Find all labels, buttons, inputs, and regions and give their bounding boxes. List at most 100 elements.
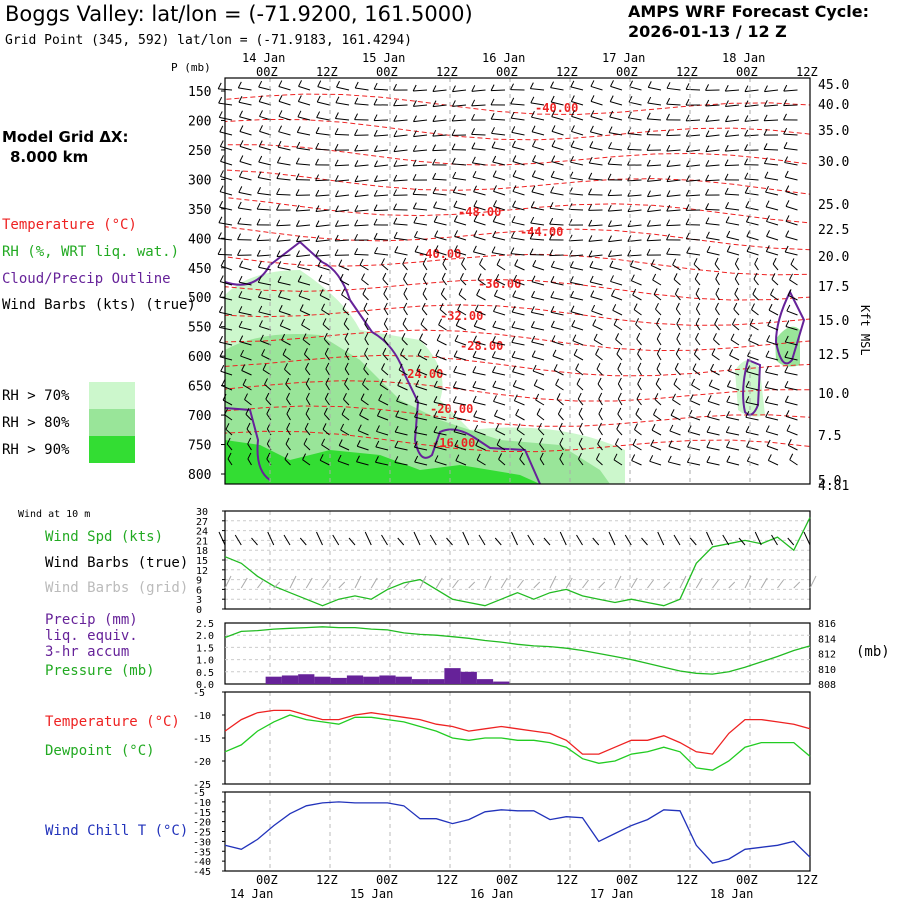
wind-barb xyxy=(298,85,311,91)
wind-barb xyxy=(374,164,389,168)
wind-barb xyxy=(335,164,350,167)
pressure-tick-label: 200 xyxy=(188,114,211,129)
wind-barb xyxy=(491,132,506,136)
wind-barb-flag xyxy=(613,453,618,461)
wind-barb-flag xyxy=(588,156,593,164)
wind-barb xyxy=(241,370,252,376)
wind-barb xyxy=(647,224,662,227)
wind-barb-flag xyxy=(471,99,476,107)
wind-barb xyxy=(259,130,272,136)
wind-barb xyxy=(453,431,467,436)
wind-barb-flag xyxy=(789,273,793,281)
wind-barb xyxy=(301,324,311,331)
wind-barb xyxy=(672,399,681,406)
wind-barb xyxy=(647,239,662,242)
wind-barb xyxy=(492,356,506,361)
wind-barb xyxy=(336,86,350,91)
wind-barb xyxy=(325,368,330,376)
wind-barb-flag xyxy=(529,248,534,255)
wind-barb xyxy=(725,149,740,152)
wind-barb-flag xyxy=(609,110,614,118)
wind-barb-flag xyxy=(653,408,657,415)
wind-barb-flag xyxy=(282,348,287,355)
wind-barb-flag xyxy=(393,174,398,182)
wind-barb xyxy=(394,251,408,256)
wind-barb xyxy=(706,461,720,466)
wind-barb-flag xyxy=(685,232,690,240)
wind-barb-flag xyxy=(745,215,750,223)
wind-barb-flag xyxy=(284,452,289,460)
wind-barb xyxy=(278,131,291,136)
wind-barb-flag xyxy=(617,362,622,370)
wind-barb xyxy=(496,264,506,271)
wind-barb xyxy=(356,461,369,466)
wind-barb-flag xyxy=(694,272,699,280)
wind-barb-flag xyxy=(576,378,581,385)
precip-accum-label: 3-hr accum xyxy=(45,644,130,660)
wind-barb-flag xyxy=(570,290,574,298)
wind-barb xyxy=(257,239,272,242)
wind-barb xyxy=(514,265,525,271)
wind-barb-flag xyxy=(570,80,575,88)
wind-barb xyxy=(785,236,798,241)
wind-barb xyxy=(598,398,603,406)
wind-barb-flag xyxy=(646,248,651,256)
wind-barb xyxy=(630,265,642,271)
wind-barb xyxy=(592,325,603,331)
wind-barb-flag xyxy=(473,185,477,192)
wind-barb-flag xyxy=(725,202,729,209)
wind-barb-flag xyxy=(726,230,731,238)
wind-barb xyxy=(416,370,428,376)
date-label-bottom: 14 Jan xyxy=(230,887,273,900)
wind-barb-flag xyxy=(403,272,407,280)
wind-barb xyxy=(221,385,233,391)
wind-barb xyxy=(354,164,369,167)
pressure-tick-label: 814 xyxy=(818,634,836,645)
wind-barb-flag xyxy=(376,409,381,417)
wind-barb xyxy=(647,209,662,213)
wind-barb-flag xyxy=(381,258,385,265)
wind-barb xyxy=(551,145,564,151)
wind-barb-flag xyxy=(570,140,575,147)
wind-barb xyxy=(432,119,447,123)
wind-barb xyxy=(239,341,252,346)
wind-barb xyxy=(319,294,330,301)
wind-barb-flag xyxy=(471,113,475,121)
wind-barb-flag xyxy=(420,318,425,325)
wind-barb-flag xyxy=(258,140,263,147)
wind-barb xyxy=(532,265,545,271)
wind-barb xyxy=(360,399,369,406)
wind-barb xyxy=(344,338,350,346)
wind-barb-flag xyxy=(257,291,262,298)
wind-barb xyxy=(335,224,350,227)
wind-barb-true xyxy=(267,531,275,546)
wind-barb-flag xyxy=(225,423,230,430)
wind-barb-flag xyxy=(595,348,600,355)
wind-barb-flag xyxy=(394,441,399,448)
wind-barb xyxy=(608,224,623,228)
wind-barb-flag xyxy=(373,145,378,152)
legend-temperature: Temperature (°C) xyxy=(2,217,137,233)
wind-barb xyxy=(492,386,506,391)
wind-barb-grid xyxy=(387,579,394,589)
precip-bar xyxy=(265,676,282,684)
wind-barb-flag xyxy=(239,140,244,147)
wind-barb-flag xyxy=(261,349,266,356)
wind-barb-flag xyxy=(433,201,437,208)
wind-barb-flag xyxy=(322,423,327,430)
wind-barb-flag xyxy=(646,112,651,120)
wind-barb xyxy=(550,192,564,196)
wind-barb xyxy=(785,220,798,226)
wind-barb xyxy=(705,119,720,122)
wind-barb-flag xyxy=(785,230,790,237)
wind-barb-grid xyxy=(549,575,557,589)
wind-barb xyxy=(511,326,525,331)
wind-barb xyxy=(588,254,603,258)
wind-barb xyxy=(636,398,642,406)
wind-barb xyxy=(279,310,291,316)
wind-tick-label: 9 xyxy=(196,576,202,587)
wind-barb-flag xyxy=(556,393,561,400)
wind-barb-flag xyxy=(245,408,250,415)
wind-barb-flag xyxy=(726,245,731,252)
wind-barb xyxy=(400,354,408,361)
